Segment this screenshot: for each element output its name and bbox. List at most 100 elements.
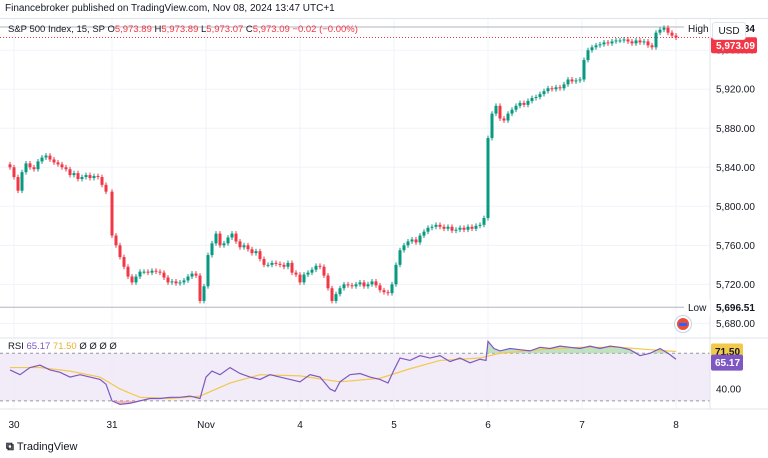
rsi-name: RSI xyxy=(8,341,24,352)
candle-body xyxy=(194,273,198,276)
candle-body xyxy=(158,271,162,273)
candle-body xyxy=(110,191,114,236)
brand-text: TradingView xyxy=(16,441,78,453)
candle-body xyxy=(358,282,362,285)
candle-body xyxy=(398,250,402,265)
rsi-ma-line xyxy=(10,346,677,400)
candle-body xyxy=(406,241,410,246)
chart-canvas[interactable]: 5,680.00 5,720.00 5,760.00 5,800.00 5,840.00… xyxy=(0,19,768,441)
x-tick-label: 8 xyxy=(673,420,679,431)
candle-body xyxy=(594,45,598,48)
rsi-last-value: 65.17 xyxy=(715,358,740,369)
candle-body xyxy=(370,281,374,285)
candle-body xyxy=(290,262,294,273)
candle-body xyxy=(274,262,278,264)
candle-body xyxy=(530,98,534,101)
candle-body xyxy=(342,284,346,289)
candle-body xyxy=(118,245,122,258)
candle-body xyxy=(374,281,378,286)
open-label: O5,973.89 xyxy=(107,24,152,35)
candle-body xyxy=(574,80,578,82)
rsi-ma-value: 71.50 xyxy=(715,347,740,358)
close-label: C5,973.09 xyxy=(245,24,290,35)
candle-body xyxy=(362,282,366,287)
candle-body xyxy=(514,105,518,110)
candle-body xyxy=(510,109,514,114)
candle-body xyxy=(96,176,100,178)
candle-body xyxy=(202,286,206,301)
candle-body xyxy=(294,272,298,275)
candle-body xyxy=(206,255,210,287)
price-series xyxy=(0,25,710,308)
rsi-y-tick-label: 40.00 xyxy=(716,384,741,395)
currency-button[interactable]: USD xyxy=(712,22,746,40)
candle-body xyxy=(410,239,414,242)
candle-body xyxy=(566,79,570,85)
rsi-series xyxy=(0,339,710,406)
candle-body xyxy=(210,243,214,256)
chart-legend[interactable]: S&P 500 Index, 15, SP O5,973.89 H5,973.8… xyxy=(8,24,358,35)
candle-body xyxy=(16,177,20,191)
candle-body xyxy=(390,284,394,294)
footer-brand[interactable]: ⧉ TradingView xyxy=(6,440,77,454)
candle-body xyxy=(494,105,498,114)
candle-body xyxy=(414,239,418,243)
low-value: 5,696.51 xyxy=(716,303,755,314)
candle-body xyxy=(642,41,646,43)
candle-body xyxy=(190,273,194,277)
y-tick-label: 5,680.00 xyxy=(716,319,755,330)
candle-body xyxy=(578,79,582,81)
candle-body xyxy=(454,229,458,231)
rsi-legend[interactable]: RSI 65.17 71.50 Ø Ø Ø Ø xyxy=(8,341,117,352)
candle-body xyxy=(546,88,550,92)
candle-body xyxy=(474,225,478,229)
candle-body xyxy=(378,285,382,291)
x-tick-label: 4 xyxy=(297,420,303,431)
candle-body xyxy=(326,275,330,289)
candle-body xyxy=(582,59,586,80)
candle-body xyxy=(68,169,72,176)
candle-body xyxy=(534,97,538,99)
last-price-badge xyxy=(711,37,757,54)
candle-body xyxy=(598,44,602,46)
candle-body xyxy=(446,226,450,229)
candle-body xyxy=(266,264,270,266)
candle-body xyxy=(226,237,230,244)
us-flag-icon[interactable] xyxy=(675,316,691,332)
candle-body xyxy=(586,50,590,60)
candle-body xyxy=(630,41,634,44)
candle-body xyxy=(154,270,158,272)
symbol-label[interactable]: S&P 500 Index, 15, SP xyxy=(8,24,105,35)
candle-body xyxy=(52,159,56,163)
candle-body xyxy=(122,257,126,267)
candle-body xyxy=(426,227,430,232)
candle-body xyxy=(626,39,630,42)
candle-body xyxy=(438,224,442,227)
candle-body xyxy=(246,245,250,250)
candle-body xyxy=(322,266,326,276)
candle-body xyxy=(12,167,16,178)
high-tag-bg xyxy=(684,20,710,37)
candle-body xyxy=(470,226,474,229)
y-tick-label: 5,880.00 xyxy=(716,124,755,135)
candle-body xyxy=(466,226,470,230)
candle-body xyxy=(250,249,254,254)
candle-body xyxy=(354,284,358,287)
candle-body xyxy=(310,269,314,273)
candle-body xyxy=(72,173,76,176)
candle-body xyxy=(262,258,266,265)
candle-body xyxy=(570,79,574,82)
chart-frame[interactable]: 5,680.00 5,720.00 5,760.00 5,800.00 5,840.00… xyxy=(0,18,768,440)
candle-body xyxy=(542,91,546,95)
last-price-value: 5,973.09 xyxy=(716,41,755,52)
candle-body xyxy=(618,40,622,42)
candle-body xyxy=(60,164,64,168)
rsi-extra-values: Ø Ø Ø Ø xyxy=(79,341,117,352)
candle-body xyxy=(350,285,354,287)
candle-body xyxy=(174,281,178,284)
candle-body xyxy=(638,40,642,43)
candle-body xyxy=(150,270,154,273)
candle-body xyxy=(138,271,142,277)
candle-body xyxy=(318,265,322,267)
candle-body xyxy=(366,284,370,287)
